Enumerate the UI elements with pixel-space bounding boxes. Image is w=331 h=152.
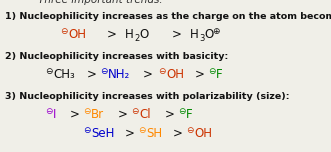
Text: >: > [143,68,153,81]
Text: Cl: Cl [139,108,151,121]
Text: F: F [216,68,223,81]
Text: ⊖: ⊖ [208,67,215,76]
Text: 2: 2 [134,34,139,43]
Text: O: O [204,28,213,41]
Text: 1) Nucleophilicity increases as the charge on the atom becomes more negative:: 1) Nucleophilicity increases as the char… [5,12,331,21]
Text: Three important trends:: Three important trends: [38,0,163,5]
Text: ⊖: ⊖ [45,67,53,76]
Text: SH: SH [146,127,162,140]
Text: F: F [186,108,193,121]
Text: >: > [107,28,117,41]
Text: H: H [125,28,134,41]
Text: ⊖: ⊖ [83,126,90,135]
Text: ⊖: ⊖ [83,107,90,116]
Text: ⊖: ⊖ [100,67,108,76]
Text: OH: OH [194,127,212,140]
Text: ⊖: ⊖ [138,126,146,135]
Text: >: > [173,127,183,140]
Text: >: > [70,108,80,121]
Text: 3) Nucleophilicity increases with polarizability (size):: 3) Nucleophilicity increases with polari… [5,92,290,101]
Text: ⊖: ⊖ [45,107,53,116]
Text: ⊖: ⊖ [158,67,166,76]
Text: ⊖: ⊖ [178,107,185,116]
Text: OH: OH [166,68,184,81]
Text: ⊖: ⊖ [186,126,194,135]
Text: SeH: SeH [91,127,115,140]
Text: O: O [139,28,148,41]
Text: CH₃: CH₃ [53,68,75,81]
Text: Br: Br [91,108,104,121]
Text: OH: OH [68,28,86,41]
Text: ⊖: ⊖ [131,107,138,116]
Text: NH₂: NH₂ [108,68,130,81]
Text: >: > [172,28,182,41]
Text: 3: 3 [199,34,204,43]
Text: >: > [118,108,128,121]
Text: >: > [87,68,97,81]
Text: >: > [125,127,135,140]
Text: ⊖: ⊖ [60,27,68,36]
Text: I: I [53,108,56,121]
Text: >: > [165,108,175,121]
Text: ⊕: ⊕ [212,27,219,36]
Text: H: H [190,28,199,41]
Text: 2) Nucleophilicity increases with basicity:: 2) Nucleophilicity increases with basici… [5,52,228,61]
Text: >: > [195,68,205,81]
